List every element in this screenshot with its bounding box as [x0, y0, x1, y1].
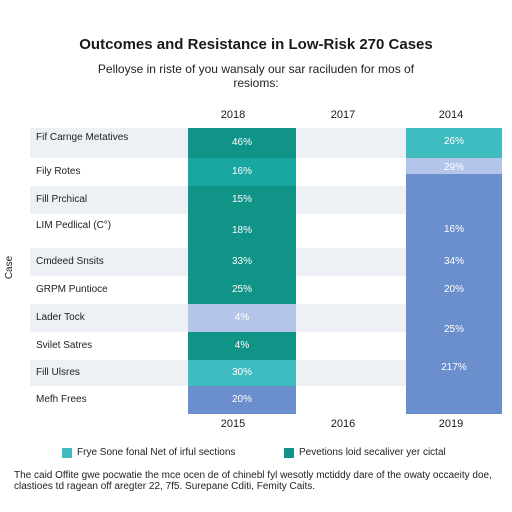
row-label: LIM Pedlical (C°): [36, 220, 112, 231]
data-label: 33%: [231, 256, 252, 267]
column-header-top-3: 2014: [438, 109, 464, 121]
data-label: 4%: [234, 340, 250, 351]
column-header-top-2: 2017: [330, 109, 356, 121]
column-header-bottom-1: 2015: [220, 418, 246, 430]
legend-swatch-2: [284, 447, 294, 458]
bar-cell-col1: 16%: [188, 158, 296, 186]
data-label: 46%: [231, 137, 252, 148]
row-label: Svilet Satres: [36, 340, 93, 351]
row-label: Fily Rotes: [36, 166, 81, 177]
data-label: 18%: [231, 225, 252, 236]
bar-block-col3: [406, 158, 502, 174]
data-label-col3: 16%: [443, 224, 464, 235]
legend-item-2: Pevetions loid secaliver yer cictal: [284, 447, 446, 458]
chart-title: Outcomes and Resistance in Low-Risk 270 …: [79, 36, 433, 53]
legend-swatch-1: [62, 447, 72, 458]
data-label-col3: 217%: [441, 362, 467, 373]
row-label: Fill Prchical: [36, 194, 88, 205]
bar-cell-col1: 4%: [188, 304, 296, 332]
column-header-top-1: 2018: [220, 109, 246, 121]
data-label: 15%: [231, 194, 252, 205]
data-label-col3: 34%: [443, 256, 464, 267]
bar-cell-col1: 18%: [188, 214, 296, 248]
row-label: GRPM Puntioce: [36, 284, 108, 295]
y-axis-label: Case: [4, 255, 16, 280]
row-label: Fif Carnge Metatives: [36, 132, 129, 143]
footnote: The caid Offite gwe pocwatie the mce oce…: [14, 470, 492, 492]
bar-cell-col1: 4%: [188, 332, 296, 360]
bar-cell-col1: 15%: [188, 186, 296, 214]
data-label-col3: 26%: [443, 136, 464, 147]
data-label: 20%: [231, 394, 252, 405]
chart-subtitle: Pelloyse in riste of you wansaly our sar…: [97, 62, 415, 90]
bar-cell-col1: 46%: [188, 128, 296, 158]
data-label-col3: 29%: [443, 162, 464, 173]
data-label-col3: 20%: [443, 284, 464, 295]
data-label: 16%: [231, 166, 252, 177]
row-label: Lader Tock: [36, 312, 85, 323]
data-label-col3: 25%: [443, 324, 464, 335]
legend: Frye Sone fonal Net of irful sections Pe…: [62, 447, 502, 461]
legend-label-2: Pevetions loid secaliver yer cictal: [299, 447, 446, 458]
bar-cell-col1: 25%: [188, 276, 296, 304]
data-label: 25%: [231, 284, 252, 295]
legend-label-1: Frye Sone fonal Net of irful sections: [77, 447, 236, 458]
legend-item-1: Frye Sone fonal Net of irful sections: [62, 447, 235, 458]
row-label: Fill Ulsres: [36, 367, 80, 378]
bar-cell-col1: 33%: [188, 248, 296, 276]
bar-cell-col1: 30%: [188, 360, 296, 386]
column-header-bottom-2: 2016: [330, 418, 356, 430]
bar-block-col3: [406, 174, 502, 414]
data-label: 30%: [231, 367, 252, 378]
column-header-bottom-3: 2019: [438, 418, 464, 430]
row-label: Mefh Frees: [36, 394, 87, 405]
data-label: 4%: [234, 312, 250, 323]
bar-cell-col1: 20%: [188, 386, 296, 414]
row-label: Cmdeed Snsits: [36, 256, 104, 267]
bar-block-col3: [406, 128, 502, 158]
